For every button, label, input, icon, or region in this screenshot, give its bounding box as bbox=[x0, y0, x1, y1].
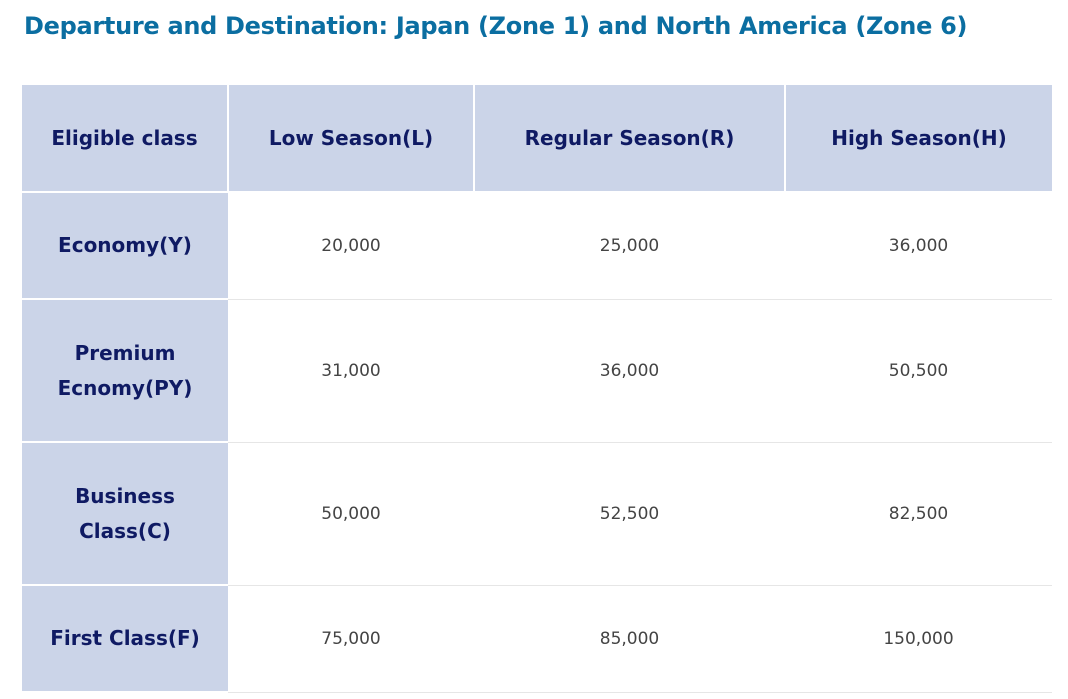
low-value: 20,000 bbox=[228, 192, 474, 300]
regular-value: 85,000 bbox=[474, 585, 785, 693]
mileage-table: Eligible class Low Season(L) Regular Sea… bbox=[22, 85, 1052, 693]
row-class: Economy(Y) bbox=[22, 192, 228, 300]
table-row: First Class(F) 75,000 85,000 150,000 bbox=[22, 585, 1052, 693]
regular-value: 25,000 bbox=[474, 192, 785, 300]
header-regular-season: Regular Season(R) bbox=[474, 85, 786, 193]
row-class-line2: Ecnomy(PY) bbox=[57, 375, 193, 400]
table-row: Economy(Y) 20,000 25,000 36,000 bbox=[22, 192, 1052, 300]
high-value: 150,000 bbox=[785, 585, 1052, 693]
table-row: Premium Ecnomy(PY) 31,000 36,000 50,500 bbox=[22, 299, 1052, 443]
row-class: First Class(F) bbox=[22, 585, 228, 693]
header-eligible-class: Eligible class bbox=[22, 85, 229, 193]
header-high-season: High Season(H) bbox=[785, 85, 1052, 193]
row-class-line1: Premium bbox=[74, 340, 176, 365]
low-value: 75,000 bbox=[228, 585, 474, 693]
low-value: 31,000 bbox=[228, 299, 474, 443]
low-value: 50,000 bbox=[228, 442, 474, 586]
high-value: 50,500 bbox=[785, 299, 1052, 443]
row-class-line1: Business bbox=[75, 483, 175, 508]
header-row: Eligible class Low Season(L) Regular Sea… bbox=[22, 85, 1052, 193]
header-low-season: Low Season(L) bbox=[228, 85, 475, 193]
regular-value: 36,000 bbox=[474, 299, 785, 443]
high-value: 82,500 bbox=[785, 442, 1052, 586]
row-class: Business Class(C) bbox=[22, 442, 228, 586]
page-title: Departure and Destination: Japan (Zone 1… bbox=[24, 12, 968, 40]
regular-value: 52,500 bbox=[474, 442, 785, 586]
row-class-line2: Class(C) bbox=[79, 518, 171, 543]
high-value: 36,000 bbox=[785, 192, 1052, 300]
table-row: Business Class(C) 50,000 52,500 82,500 bbox=[22, 442, 1052, 586]
row-class: Premium Ecnomy(PY) bbox=[22, 299, 228, 443]
